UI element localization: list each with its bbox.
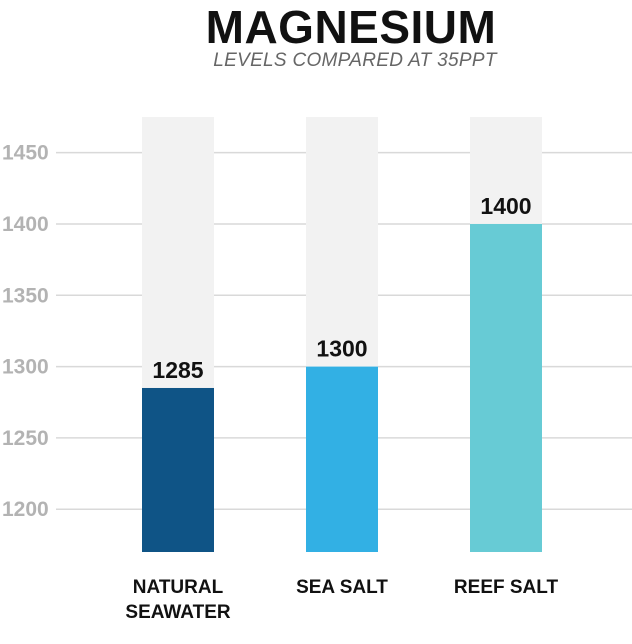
- y-tick-label: 1350: [2, 284, 49, 307]
- chart-subtitle: LEVELS COMPARED AT 35PPT: [213, 50, 497, 71]
- x-category-label: NATURAL: [133, 577, 224, 598]
- x-category-label: REEF SALT: [454, 577, 559, 598]
- data-label: 1300: [316, 336, 367, 362]
- x-category-label: SEAWATER: [125, 602, 230, 623]
- bar: [470, 223, 542, 552]
- data-label: 1400: [480, 193, 531, 219]
- bar: [142, 387, 214, 552]
- bar: [306, 366, 378, 552]
- chart-title: MAGNESIUM: [205, 1, 497, 53]
- y-tick-label: 1300: [2, 356, 49, 379]
- y-tick-label: 1250: [2, 427, 49, 450]
- y-tick-label: 1450: [2, 142, 49, 165]
- x-category-label: SEA SALT: [296, 577, 388, 598]
- data-label: 1285: [152, 357, 203, 383]
- y-tick-label: 1200: [2, 498, 49, 521]
- y-tick-label: 1400: [2, 213, 49, 236]
